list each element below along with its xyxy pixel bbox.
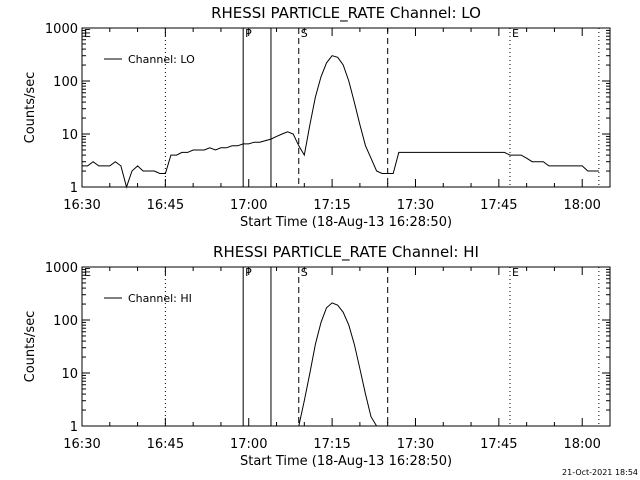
series-line xyxy=(298,302,378,427)
x-tick-label: 17:30 xyxy=(397,437,434,452)
y-tick-label: 10 xyxy=(61,128,78,143)
event-marker-label: E xyxy=(512,27,519,40)
y-tick-label: 1 xyxy=(70,181,78,196)
plot-frame xyxy=(81,266,611,427)
event-marker-label: E xyxy=(84,27,91,40)
x-tick-label: 16:30 xyxy=(63,437,100,452)
x-tick-label: 17:15 xyxy=(313,437,350,452)
y-tick-label: 1 xyxy=(70,420,78,435)
event-marker-label: P xyxy=(245,27,252,40)
x-axis-label: Start Time (18-Aug-13 16:28:50) xyxy=(240,454,452,469)
event-marker-label: S xyxy=(301,266,308,279)
plot-frame xyxy=(81,27,611,188)
legend-label: Channel: HI xyxy=(128,292,192,305)
x-axis-label: Start Time (18-Aug-13 16:28:50) xyxy=(240,215,452,230)
x-tick-label: 17:00 xyxy=(230,437,267,452)
x-tick-label: 17:30 xyxy=(397,198,434,213)
x-tick-label: 18:00 xyxy=(563,437,600,452)
y-tick-label: 1000 xyxy=(45,22,78,37)
plot-timestamp: 21-Oct-2021 18:54 xyxy=(562,468,638,477)
event-marker-label: E xyxy=(84,266,91,279)
y-tick-label: 100 xyxy=(53,75,78,90)
event-marker-label: S xyxy=(301,27,308,40)
x-tick-label: 17:00 xyxy=(230,198,267,213)
x-tick-label: 16:45 xyxy=(147,437,184,452)
event-marker-label: P xyxy=(245,266,252,279)
legend-label: Channel: LO xyxy=(128,53,195,66)
y-tick-label: 1000 xyxy=(45,261,78,276)
y-axis-label: Counts/sec xyxy=(23,311,38,383)
y-tick-label: 10 xyxy=(61,367,78,382)
x-tick-label: 17:45 xyxy=(480,198,517,213)
x-tick-label: 16:45 xyxy=(147,198,184,213)
chart-title: RHESSI PARTICLE_RATE Channel: HI xyxy=(213,243,479,262)
y-axis-label: Counts/sec xyxy=(23,72,38,144)
series-line xyxy=(82,55,599,189)
chart-title: RHESSI PARTICLE_RATE Channel: LO xyxy=(211,4,481,23)
x-tick-label: 18:00 xyxy=(563,198,600,213)
x-tick-label: 17:45 xyxy=(480,437,517,452)
x-tick-label: 16:30 xyxy=(63,198,100,213)
x-tick-label: 17:15 xyxy=(313,198,350,213)
event-marker-label: E xyxy=(512,266,519,279)
y-tick-label: 100 xyxy=(53,314,78,329)
